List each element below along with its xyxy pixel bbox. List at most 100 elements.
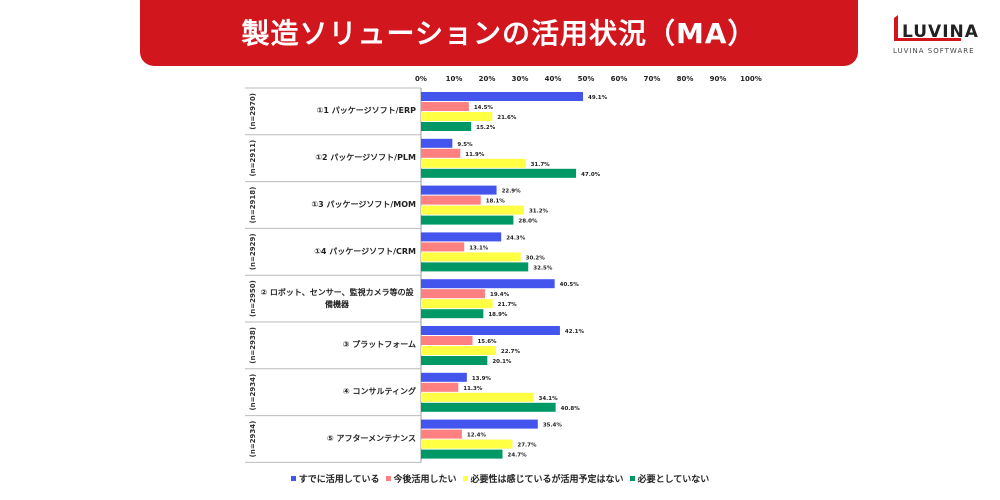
legend-label: 必要としていない bbox=[637, 475, 710, 485]
category-label-text: ①3 パッケージソフト/MOM bbox=[311, 199, 416, 209]
category-label: ④ コンサルティング bbox=[258, 369, 416, 416]
data-label: 13.1% bbox=[469, 245, 489, 251]
bar bbox=[421, 356, 488, 365]
data-label: 40.8% bbox=[561, 406, 581, 412]
bar bbox=[421, 382, 459, 392]
sample-size-label: (n=2934) bbox=[249, 421, 257, 458]
data-label: 21.7% bbox=[498, 302, 518, 308]
logo-name: LUVINA bbox=[902, 22, 979, 42]
x-tick-label: 20% bbox=[479, 75, 496, 83]
data-label: 28.0% bbox=[518, 219, 538, 225]
legend-label: すでに活用している bbox=[298, 475, 380, 485]
bar bbox=[421, 279, 555, 289]
x-tick-label: 30% bbox=[512, 75, 529, 83]
data-label: 31.2% bbox=[529, 209, 549, 215]
logo-subtitle: LUVINA SOFTWARE bbox=[893, 47, 975, 55]
category-label-text: ⑤ アフターメンテナンス bbox=[326, 433, 416, 443]
data-label: 30.2% bbox=[526, 255, 546, 261]
bar bbox=[421, 138, 453, 148]
category-label-text: ③ プラットフォーム bbox=[342, 340, 416, 350]
bar bbox=[421, 158, 526, 168]
legend-item: 必要としていない bbox=[629, 472, 710, 485]
bar bbox=[421, 439, 513, 449]
sample-size-label: (n=2929) bbox=[249, 233, 257, 270]
x-tick-label: 70% bbox=[644, 75, 661, 83]
legend-swatch bbox=[629, 476, 635, 481]
title-banner: 製造ソリューションの活用状況（MA） bbox=[140, 0, 858, 66]
bar bbox=[421, 326, 560, 335]
bar bbox=[421, 232, 502, 242]
bar bbox=[421, 92, 584, 101]
data-label: 31.7% bbox=[531, 162, 551, 168]
x-tick-label: 80% bbox=[677, 75, 694, 83]
legend-swatch bbox=[290, 476, 296, 481]
bar bbox=[421, 299, 493, 309]
category-label: ⑤ アフターメンテナンス bbox=[258, 416, 416, 463]
sample-size-label: (n=2938) bbox=[249, 327, 257, 364]
legend-swatch bbox=[462, 476, 468, 481]
legend: すでに活用している 今後活用したい 必要性は感じているが活用予定はない 必要としていな… bbox=[0, 472, 1000, 485]
data-label: 21.6% bbox=[497, 115, 517, 121]
data-label: 11.9% bbox=[465, 152, 485, 158]
category-label-text: ④ コンサルティング bbox=[342, 387, 416, 397]
data-label: 22.9% bbox=[502, 189, 522, 195]
bar bbox=[421, 419, 538, 429]
data-label: 15.2% bbox=[476, 125, 496, 131]
data-label: 18.1% bbox=[486, 199, 506, 205]
data-label: 47.0% bbox=[581, 172, 601, 178]
bar bbox=[421, 336, 473, 345]
x-tick-label: 90% bbox=[710, 75, 727, 83]
data-label: 14.5% bbox=[474, 105, 494, 111]
x-tick-label: 40% bbox=[545, 75, 562, 83]
bar bbox=[421, 168, 577, 178]
data-label: 24.3% bbox=[506, 235, 526, 241]
category-label: ①4 パッケージソフト/CRM bbox=[258, 228, 416, 275]
bar bbox=[421, 449, 503, 459]
data-label: 27.7% bbox=[517, 443, 537, 449]
bar bbox=[421, 252, 521, 262]
category-label-text: ② ロボット、センサー、監視カメラ等の設備機器 bbox=[260, 287, 414, 309]
bar bbox=[421, 122, 472, 131]
bar bbox=[421, 205, 524, 215]
category-label-text: ①1 パッケージソフト/ERP bbox=[316, 106, 416, 116]
sample-size-label: (n=2934) bbox=[249, 374, 257, 411]
data-label: 40.5% bbox=[560, 282, 580, 288]
x-tick-label: 10% bbox=[446, 75, 463, 83]
data-label: 9.5% bbox=[457, 142, 473, 148]
data-label: 49.1% bbox=[588, 95, 608, 101]
page-title: 製造ソリューションの活用状況（MA） bbox=[241, 17, 757, 50]
sample-size-label: (n=2950) bbox=[249, 280, 257, 317]
sample-size-label: (n=2918) bbox=[249, 187, 257, 224]
x-tick-label: 0% bbox=[415, 75, 427, 83]
legend-item: 今後活用したい bbox=[385, 472, 457, 485]
x-tick-label: 50% bbox=[578, 75, 595, 83]
data-label: 13.9% bbox=[472, 376, 492, 382]
luvina-logo: LUVINA LUVINA SOFTWARE bbox=[893, 14, 979, 60]
bar bbox=[421, 242, 465, 252]
category-label: ② ロボット、センサー、監視カメラ等の設備機器 bbox=[258, 275, 416, 322]
category-label: ③ プラットフォーム bbox=[258, 322, 416, 369]
data-label: 19.4% bbox=[490, 292, 510, 298]
data-label: 32.5% bbox=[533, 265, 553, 271]
bar bbox=[421, 346, 496, 355]
data-label: 20.1% bbox=[492, 359, 512, 365]
legend-item: 必要性は感じているが活用予定はない bbox=[462, 472, 624, 485]
data-label: 18.9% bbox=[488, 312, 508, 318]
bar bbox=[421, 195, 481, 205]
data-label: 11.3% bbox=[463, 386, 483, 392]
bar bbox=[421, 392, 534, 402]
data-label: 15.6% bbox=[477, 339, 497, 345]
x-tick-label: 60% bbox=[611, 75, 628, 83]
bar bbox=[421, 372, 467, 382]
bar bbox=[421, 402, 556, 412]
legend-label: 今後活用したい bbox=[393, 475, 457, 485]
category-label: ①2 パッケージソフト/PLM bbox=[258, 135, 416, 182]
bar bbox=[421, 148, 461, 158]
x-tick-label: 100% bbox=[740, 75, 762, 83]
data-label: 35.4% bbox=[543, 423, 563, 429]
bar bbox=[421, 429, 462, 439]
data-label: 34.1% bbox=[539, 396, 559, 402]
data-label: 24.7% bbox=[508, 453, 528, 459]
category-label-text: ①2 パッケージソフト/PLM bbox=[315, 153, 416, 163]
